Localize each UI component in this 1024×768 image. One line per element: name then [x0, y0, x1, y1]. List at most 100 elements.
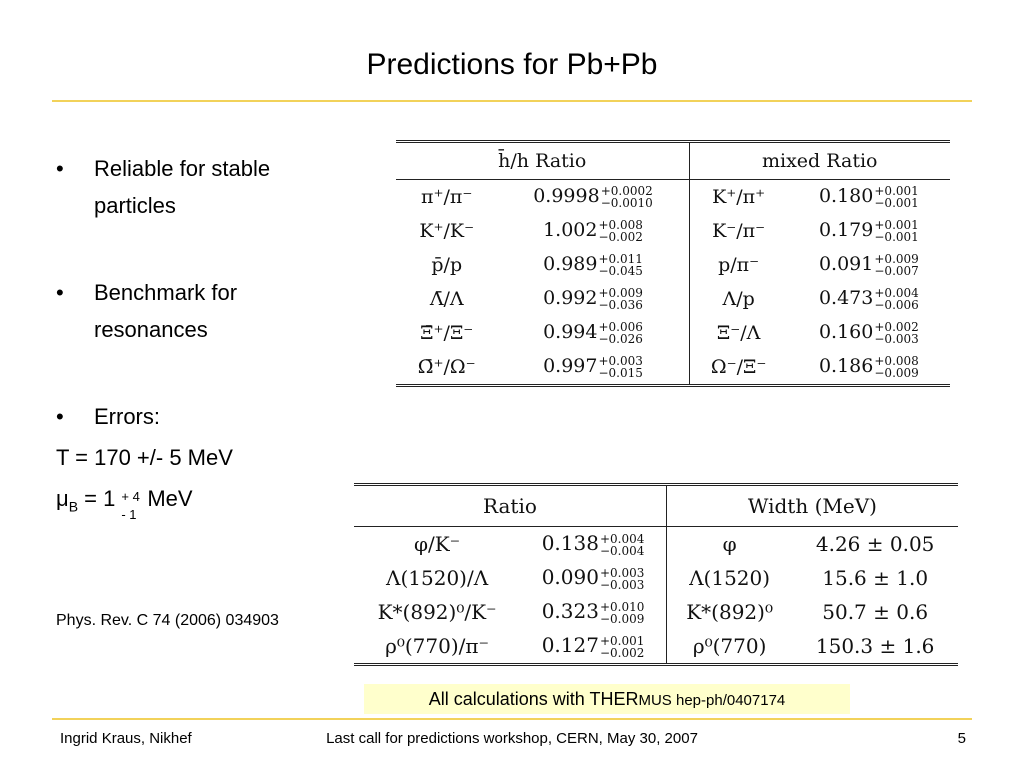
ratio-header: Ratio: [354, 484, 667, 527]
ratio-cell: Λ̄/Λ: [396, 282, 497, 316]
ratio-label: Ω̄⁺/Ω⁻: [417, 356, 476, 378]
mixed-ratio-cell: K⁺/π⁺: [689, 180, 788, 215]
ratio-cell: ρ⁰(770)/π⁻: [354, 629, 520, 665]
width-header: Width (MeV): [666, 484, 958, 527]
error-minus: −0.003: [874, 332, 919, 346]
error-plus: +0.003: [598, 354, 643, 368]
particle-label: φ: [722, 532, 737, 556]
table-row: K⁺/K⁻ 1.002 +0.008 −0.002 K⁻/π⁻ 0.179 +0.001 −0…: [396, 214, 950, 248]
error-plus: +0.004: [599, 531, 645, 546]
table-row: Ξ̄⁺/Ξ⁻ 0.994 +0.006 −0.026 Ξ⁻/Λ 0.160 +0.002 −0…: [396, 316, 950, 350]
antiparticle-ratio-header: h̄/h Ratio: [396, 141, 690, 180]
ratio-cell: Λ(1520)/Λ: [354, 561, 520, 595]
asymmetric-error: +0.004 −0.006: [874, 287, 918, 311]
error-plus: +0.009: [598, 286, 643, 300]
value: 0.997: [543, 355, 598, 377]
note-small-text: MUS hep-ph/0407174: [638, 692, 786, 709]
ratio-label: Λ(1520)/Λ: [386, 566, 489, 590]
table-row: φ/K⁻ 0.138 +0.004 −0.004 φ 4.26 ± 0.05: [354, 526, 958, 562]
slide-title: Predictions for Pb+Pb: [366, 48, 658, 81]
mixed-ratio-label: p/π⁻: [718, 254, 760, 276]
ratio-value-cell: 0.138 +0.004 −0.004: [520, 526, 667, 561]
mixed-ratio-cell: Ξ⁻/Λ: [689, 316, 788, 350]
asymmetric-error: +0.009 −0.036: [598, 287, 642, 311]
ratio-cell: π⁺/π⁻: [396, 180, 497, 215]
note-text: All calculations with THER: [428, 689, 639, 709]
error-minus: −0.045: [598, 264, 643, 278]
asymmetric-error: +0.011 −0.045: [598, 253, 642, 277]
width-value: 4.26 ± 0.05: [815, 532, 935, 556]
resonance-table: Ratio Width (MeV) φ/K⁻ 0.138 +0.004 −0.004 φ…: [354, 483, 958, 666]
mu-subscript: B: [68, 498, 79, 515]
mixed-value-cell: 0.180 +0.001 −0.001: [788, 180, 950, 215]
ratio-value-cell: 0.997 +0.003 −0.015: [497, 350, 690, 386]
particle-cell: K*(892)⁰: [666, 595, 792, 629]
error-plus: +0.0002: [600, 184, 653, 198]
error-minus: −0.004: [599, 543, 645, 558]
error-minus: −0.0010: [600, 196, 653, 210]
value: 0.179: [818, 219, 874, 241]
width-cell: 50.7 ± 0.6: [792, 595, 958, 629]
ratio-cell: K⁺/K⁻: [396, 214, 497, 248]
ratio-label: Λ̄/Λ: [429, 288, 464, 310]
error-plus: +0.009: [874, 252, 919, 266]
particle-cell: Λ(1520): [666, 561, 792, 595]
value: 0.994: [543, 321, 598, 343]
mixed-ratio-cell: p/π⁻: [689, 248, 788, 282]
reference-citation: Phys. Rev. C 74 (2006) 034903: [56, 612, 279, 629]
error-minus: −0.009: [599, 611, 645, 626]
mixed-ratio-cell: Ω⁻/Ξ⁻: [689, 350, 788, 386]
error-minus: −0.006: [874, 298, 919, 312]
error-plus: +0.006: [598, 320, 643, 334]
value: 0.090: [541, 565, 599, 590]
footer-event: Last call for predictions workshop, CERN…: [326, 730, 698, 747]
bullet-item: • Benchmark for resonances: [56, 274, 356, 348]
value: 0.160: [818, 321, 874, 343]
ratio-cell: Ξ̄⁺/Ξ⁻: [396, 316, 497, 350]
ratio-label: p̄/p: [431, 254, 463, 276]
slide-number: 5: [957, 730, 966, 747]
error-plus: +0.008: [874, 354, 919, 368]
value: 0.989: [543, 253, 598, 275]
asymmetric-error: +0.009 −0.007: [874, 253, 918, 277]
mu-symbol: μ: [56, 486, 69, 511]
bullet-item: • Errors:: [56, 398, 356, 435]
table-row: ρ⁰(770)/π⁻ 0.127 +0.001 −0.002 ρ⁰(770) 150.3 …: [354, 629, 958, 665]
value: 1.002: [543, 219, 598, 241]
width-cell: 150.3 ± 1.6: [792, 629, 958, 665]
error-plus: +0.010: [599, 599, 645, 614]
asymmetric-error: +0.001 −0.002: [600, 635, 644, 659]
mixed-ratio-cell: Λ/p: [689, 282, 788, 316]
error-plus: +0.001: [874, 184, 919, 198]
error-plus: +0.001: [874, 218, 919, 232]
table-row: Ω̄⁺/Ω⁻ 0.997 +0.003 −0.015 Ω⁻/Ξ⁻ 0.186 +0.008−…: [396, 350, 950, 386]
footer-author: Ingrid Kraus, Nikhef: [60, 730, 192, 747]
chemical-potential-line: μB = 1 + 4- 1 MeV: [56, 480, 356, 525]
bullet-text: Benchmark for resonances: [94, 280, 238, 342]
ratio-value-cell: 0.090 +0.003 −0.003: [520, 561, 667, 595]
ratio-cell: Ω̄⁺/Ω⁻: [396, 350, 497, 386]
asymmetric-error: +0.008 −0.002: [598, 219, 642, 243]
ratio-label: K⁺/K⁻: [419, 220, 475, 242]
error-minus: −0.009: [874, 366, 919, 380]
bullet-dot: •: [56, 280, 64, 305]
error-plus: +0.011: [598, 252, 643, 266]
bullet-item: • Reliable for stable particles: [56, 150, 356, 224]
footer-divider: [52, 718, 972, 720]
bullet-list: • Reliable for stable particles • Benchm…: [56, 150, 356, 525]
width-value: 15.6 ± 1.0: [822, 566, 929, 590]
asymmetric-error: +0.0002 −0.0010: [601, 185, 653, 209]
mu-error: + 4- 1: [115, 480, 147, 522]
particle-label: ρ⁰(770): [692, 634, 767, 658]
particle-cell: ρ⁰(770): [666, 629, 792, 665]
asymmetric-error: +0.004 −0.004: [600, 533, 644, 557]
ratio-label: π⁺/π⁻: [421, 186, 473, 208]
error-minus: −0.026: [598, 332, 643, 346]
ratio-cell: φ/K⁻: [354, 527, 520, 562]
mixed-value-cell: 0.091 +0.009 −0.007: [788, 248, 950, 282]
mixed-value-cell: 0.473 +0.004 −0.006: [788, 282, 950, 316]
ratio-label: ρ⁰(770)/π⁻: [385, 634, 490, 658]
mu-value: = 1: [84, 486, 116, 511]
mixed-value-cell: 0.186 +0.008 −0.009: [788, 350, 950, 386]
mixed-ratio-label: K⁺/π⁺: [712, 186, 766, 208]
